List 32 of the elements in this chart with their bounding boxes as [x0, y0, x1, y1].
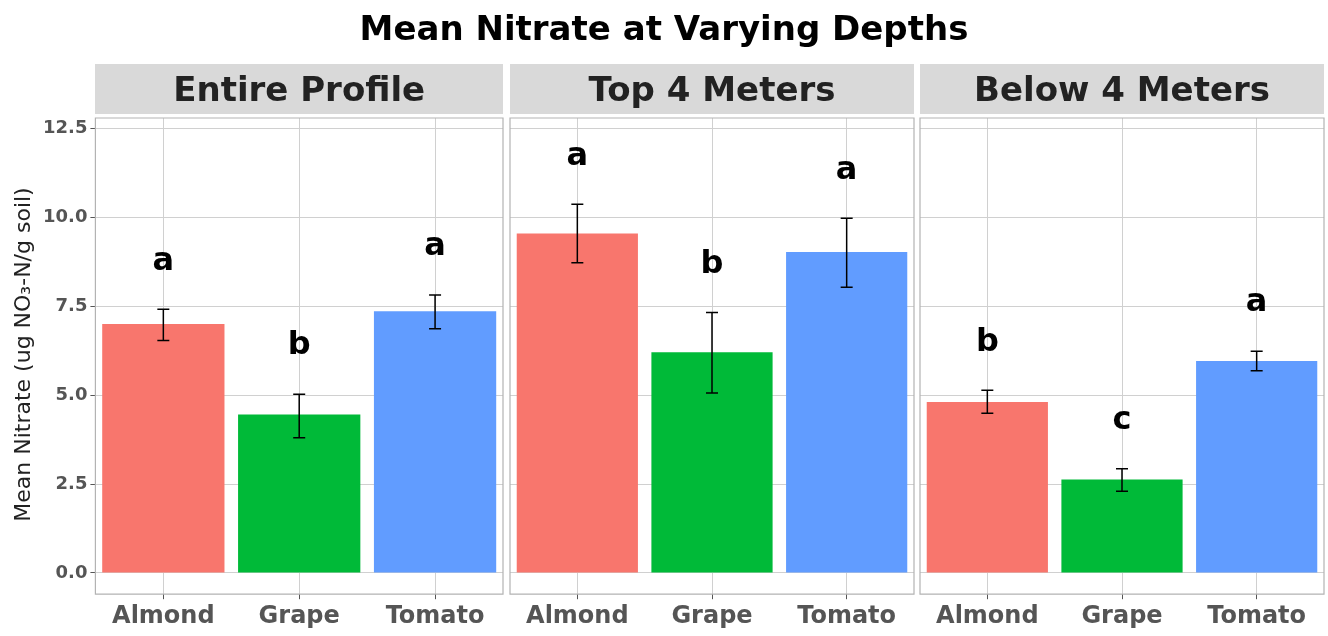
- annotation: a: [835, 148, 858, 187]
- x-tick-label: Almond: [112, 600, 215, 629]
- chart-subtitle: Entire Profile: [95, 64, 503, 114]
- annotation: a: [152, 239, 175, 278]
- y-tick-label: 5.0: [55, 382, 88, 404]
- x-tick-label: Tomato: [797, 600, 897, 629]
- y-tick-label: 7.5: [55, 294, 88, 316]
- chart-subtitle: Top 4 Meters: [510, 64, 914, 114]
- x-tick-label: Grape: [1081, 600, 1163, 629]
- annotation: a: [424, 225, 446, 264]
- y-tick-label: 12.5: [42, 116, 88, 138]
- y-tick-label: 2.5: [55, 471, 88, 493]
- bar: [373, 311, 497, 573]
- x-tick-label: Tomato: [385, 600, 485, 629]
- y-tick-label: 10.0: [42, 205, 88, 227]
- x-tick-label: Grape: [671, 600, 753, 629]
- y-axis-title: Mean Nitrate (ug NO₃-N/g soil): [9, 187, 35, 522]
- y-tick-label: 0.0: [55, 560, 88, 582]
- annotation: a: [566, 134, 589, 173]
- bar: [102, 324, 225, 573]
- x-tick-label: Almond: [526, 600, 629, 629]
- x-tick-label: Almond: [936, 600, 1039, 629]
- annotation: b: [287, 324, 311, 363]
- x-tick-label: Grape: [258, 600, 340, 629]
- text: Mean Nitrate at Varying Depths: [358, 8, 970, 48]
- annotation: b: [975, 320, 999, 359]
- annotation: c: [1112, 399, 1132, 438]
- annotation: a: [1245, 281, 1268, 320]
- x-tick-label: Tomato: [1207, 600, 1307, 629]
- chart-subtitle: Below 4 Meters: [920, 64, 1324, 114]
- bar: [238, 414, 361, 573]
- annotation: b: [700, 242, 724, 281]
